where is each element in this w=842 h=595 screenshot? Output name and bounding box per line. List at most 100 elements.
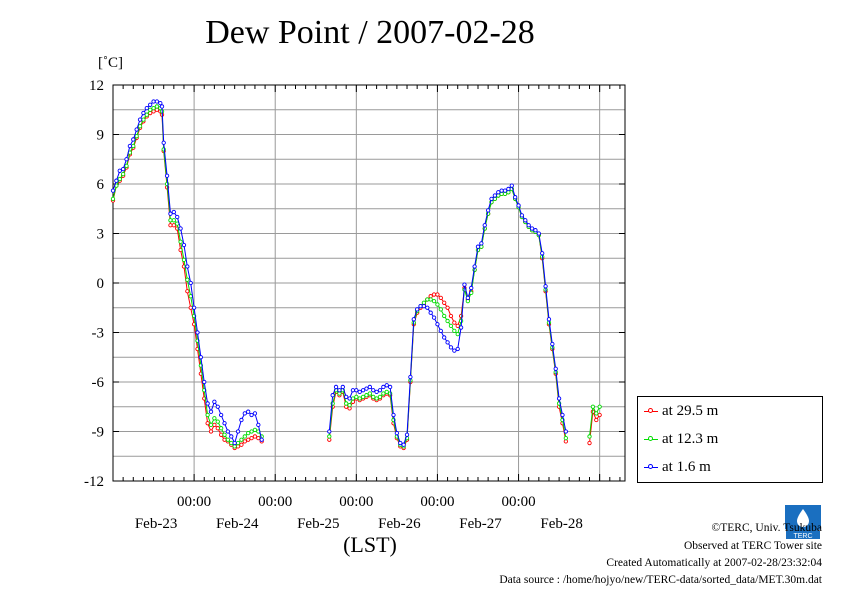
y-tick-label: 12 <box>89 78 104 94</box>
data-point-2 <box>202 379 207 385</box>
data-point-0 <box>448 313 454 319</box>
data-point-1 <box>442 313 447 319</box>
data-point-2 <box>175 214 180 220</box>
series-line-2 <box>112 101 263 445</box>
data-point-0 <box>442 300 447 305</box>
data-point-1 <box>374 396 379 401</box>
data-point-1 <box>384 389 389 395</box>
data-point-2 <box>485 208 491 213</box>
data-point-2 <box>502 188 508 193</box>
data-point-1 <box>367 391 372 396</box>
data-point-2 <box>428 310 433 315</box>
data-point-2 <box>249 412 254 418</box>
data-point-0 <box>597 412 602 418</box>
data-point-2 <box>553 366 558 371</box>
data-point-2 <box>134 127 139 132</box>
svg-text:TERC: TERC <box>793 533 812 540</box>
data-point-2 <box>445 340 450 345</box>
data-point-2 <box>354 388 359 393</box>
data-point-2 <box>401 442 406 447</box>
data-point-2 <box>178 226 183 231</box>
data-point-1 <box>435 302 440 307</box>
data-point-2 <box>442 335 447 340</box>
y-tick-label: -9 <box>92 425 105 441</box>
data-point-2 <box>215 404 220 409</box>
data-point-2 <box>492 193 498 198</box>
y-tick-label: -12 <box>84 474 104 490</box>
data-point-1 <box>594 411 599 416</box>
x-tick-time-label: 00:00 <box>420 494 454 510</box>
x-tick-date-label: Feb-27 <box>459 516 502 532</box>
y-tick-label: 9 <box>97 128 105 144</box>
data-point-1 <box>242 434 247 439</box>
data-point-1 <box>246 430 251 436</box>
data-point-2 <box>117 168 122 173</box>
data-point-2 <box>489 196 494 202</box>
data-point-2 <box>540 251 545 256</box>
data-point-2 <box>499 188 504 193</box>
data-point-0 <box>242 439 247 444</box>
data-point-1 <box>350 396 356 401</box>
data-point-2 <box>191 305 197 310</box>
data-point-1 <box>205 412 210 418</box>
data-point-2 <box>448 345 454 350</box>
data-point-2 <box>151 99 156 104</box>
data-point-2 <box>438 328 443 333</box>
data-point-0 <box>168 223 173 228</box>
data-point-2 <box>398 440 403 446</box>
data-point-0 <box>218 432 224 437</box>
data-point-2 <box>235 429 241 434</box>
y-tick-label: -3 <box>92 326 105 342</box>
data-point-2 <box>198 355 204 360</box>
data-point-2 <box>523 218 528 223</box>
legend-marker-29-5m <box>648 408 653 413</box>
data-point-1 <box>239 437 244 442</box>
data-point-2 <box>469 285 474 291</box>
x-axis-title: (LST) <box>343 532 397 557</box>
data-point-2 <box>513 195 518 200</box>
data-point-1 <box>354 394 359 399</box>
data-point-1 <box>134 133 139 139</box>
data-point-2 <box>360 388 366 393</box>
x-tick-time-label: 00:00 <box>501 494 535 510</box>
data-point-1 <box>124 163 129 169</box>
data-point-2 <box>344 394 349 399</box>
credit-created: Created Automatically at 2007-02-28/23:3… <box>606 557 822 569</box>
series-line-0 <box>589 411 601 444</box>
data-point-2 <box>404 432 410 437</box>
data-point-2 <box>131 137 136 142</box>
data-point-2 <box>509 183 514 188</box>
y-tick-label: 3 <box>97 227 105 243</box>
data-point-2 <box>327 429 332 434</box>
data-point-2 <box>415 307 420 312</box>
data-point-1 <box>117 176 122 182</box>
data-point-0 <box>435 292 440 297</box>
data-point-2 <box>330 393 335 398</box>
data-point-1 <box>148 107 153 112</box>
data-point-2 <box>435 322 440 327</box>
x-tick-time-label: 00:00 <box>339 494 373 510</box>
data-point-2 <box>222 421 227 426</box>
data-point-0 <box>222 437 227 442</box>
data-point-2 <box>560 412 565 418</box>
legend-item-1-6m: at 1.6 m <box>638 458 822 478</box>
data-point-2 <box>533 228 538 233</box>
data-point-1 <box>131 143 136 149</box>
data-point-1 <box>120 171 126 177</box>
credit-copyright: ©TERC, Univ. Tsukuba <box>711 522 822 534</box>
data-point-0 <box>587 440 592 446</box>
data-point-1 <box>347 402 352 408</box>
data-point-0 <box>445 305 450 310</box>
x-tick-date-label: Feb-23 <box>135 516 178 532</box>
data-point-2 <box>431 315 437 320</box>
data-point-1 <box>377 394 383 399</box>
series-line-1 <box>112 105 263 448</box>
data-point-2 <box>374 389 379 395</box>
data-point-1 <box>222 432 227 437</box>
data-point-2 <box>384 383 389 388</box>
data-point-2 <box>425 305 430 310</box>
data-point-1 <box>171 218 176 223</box>
data-point-1 <box>425 297 430 302</box>
legend-marker-1-6m <box>648 464 653 469</box>
data-point-2 <box>259 437 264 442</box>
